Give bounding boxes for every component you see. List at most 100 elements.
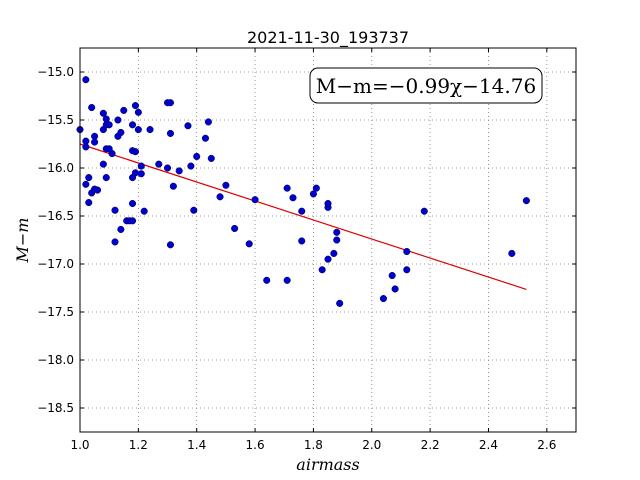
x-tick-label: 1.0 — [70, 438, 89, 452]
data-point — [117, 225, 125, 233]
data-point — [324, 255, 332, 263]
data-point — [403, 266, 411, 274]
axis-ticks: 1.0 1.2 1.4 1.6 1.8 2.0 2.2 2.4 2.6 −15.0 −15.5 −16… — [37, 48, 576, 452]
data-point — [245, 240, 253, 248]
data-point — [222, 181, 230, 189]
data-point — [330, 249, 338, 257]
data-point — [111, 206, 119, 214]
data-point — [175, 167, 183, 175]
data-point — [231, 224, 239, 233]
data-point — [128, 121, 137, 129]
y-tick-label: −18.0 — [37, 353, 74, 367]
data-point — [166, 99, 174, 107]
data-point — [298, 237, 306, 245]
y-tick-label: −17.5 — [37, 305, 74, 319]
data-point — [163, 164, 172, 172]
data-point — [155, 160, 163, 168]
x-tick-label: 1.2 — [129, 438, 148, 452]
data-point — [318, 266, 326, 274]
data-point — [283, 184, 291, 192]
data-point — [193, 152, 201, 161]
data-point — [207, 154, 215, 162]
data-point — [391, 285, 399, 293]
data-point — [99, 109, 107, 117]
y-tick-label: −15.5 — [37, 113, 74, 127]
data-point — [82, 143, 90, 151]
data-point — [309, 190, 317, 198]
data-point — [140, 207, 148, 215]
grid — [79, 48, 576, 432]
data-point — [93, 186, 102, 194]
y-tick-label: −16.0 — [37, 161, 74, 175]
data-point — [88, 103, 96, 112]
data-point — [82, 180, 90, 188]
y-tick-label: −18.5 — [37, 401, 74, 415]
data-point — [187, 162, 195, 170]
data-point — [82, 76, 90, 84]
data-point — [522, 197, 530, 205]
y-tick-label: −15.0 — [37, 65, 74, 79]
data-point — [388, 271, 396, 280]
x-tick-label: 1.8 — [304, 438, 323, 452]
data-point — [508, 249, 516, 257]
data-point — [333, 228, 341, 236]
data-point — [403, 247, 411, 256]
x-tick-label: 2.0 — [362, 438, 381, 452]
data-point — [85, 174, 93, 182]
data-point — [283, 276, 291, 284]
fit-line — [79, 143, 527, 290]
data-point — [251, 196, 259, 204]
data-point — [131, 148, 139, 156]
data-point — [379, 295, 387, 303]
data-point — [190, 206, 198, 214]
data-point — [324, 199, 332, 208]
data-point — [128, 199, 137, 208]
x-tick-label: 1.6 — [246, 438, 265, 452]
data-point — [166, 129, 174, 137]
data-point — [312, 184, 320, 192]
y-axis-label: M−m — [13, 218, 32, 264]
data-point — [289, 194, 297, 202]
data-point — [201, 134, 210, 142]
data-point — [91, 138, 99, 146]
data-point — [184, 122, 192, 130]
plot-frame — [79, 47, 577, 433]
data-points — [76, 76, 530, 307]
data-point — [85, 199, 93, 207]
fit-equation: M−m=−0.99χ−14.76 — [316, 74, 536, 98]
y-tick-label: −16.5 — [37, 209, 74, 223]
data-point — [216, 193, 224, 201]
data-point — [146, 126, 154, 134]
x-tick-label: 2.6 — [537, 438, 556, 452]
data-point — [166, 241, 174, 249]
data-point — [128, 217, 137, 225]
data-point — [111, 238, 119, 246]
data-point — [169, 182, 177, 190]
plot-area — [80, 48, 576, 432]
chart-title: 2021-11-30_193737 — [247, 28, 409, 48]
data-point — [117, 128, 125, 137]
data-point — [99, 160, 107, 168]
data-point — [131, 102, 139, 110]
data-point — [114, 116, 122, 124]
equation-box — [309, 67, 543, 104]
data-point — [134, 108, 142, 116]
y-tick-label: −17.0 — [37, 257, 74, 271]
data-point — [137, 170, 145, 178]
data-point — [102, 174, 110, 182]
data-point — [204, 118, 212, 126]
data-point — [108, 150, 116, 158]
data-point — [336, 299, 344, 307]
fit-line-layer — [79, 143, 527, 290]
x-axis-label: airmass — [296, 455, 359, 474]
x-tick-label: 2.4 — [479, 438, 498, 452]
data-point — [137, 162, 145, 170]
data-point — [333, 236, 341, 244]
data-point — [420, 207, 428, 215]
data-point — [134, 126, 142, 134]
data-point — [131, 169, 139, 177]
data-point — [298, 207, 306, 215]
data-point — [263, 276, 271, 284]
x-tick-label: 1.4 — [187, 438, 206, 452]
